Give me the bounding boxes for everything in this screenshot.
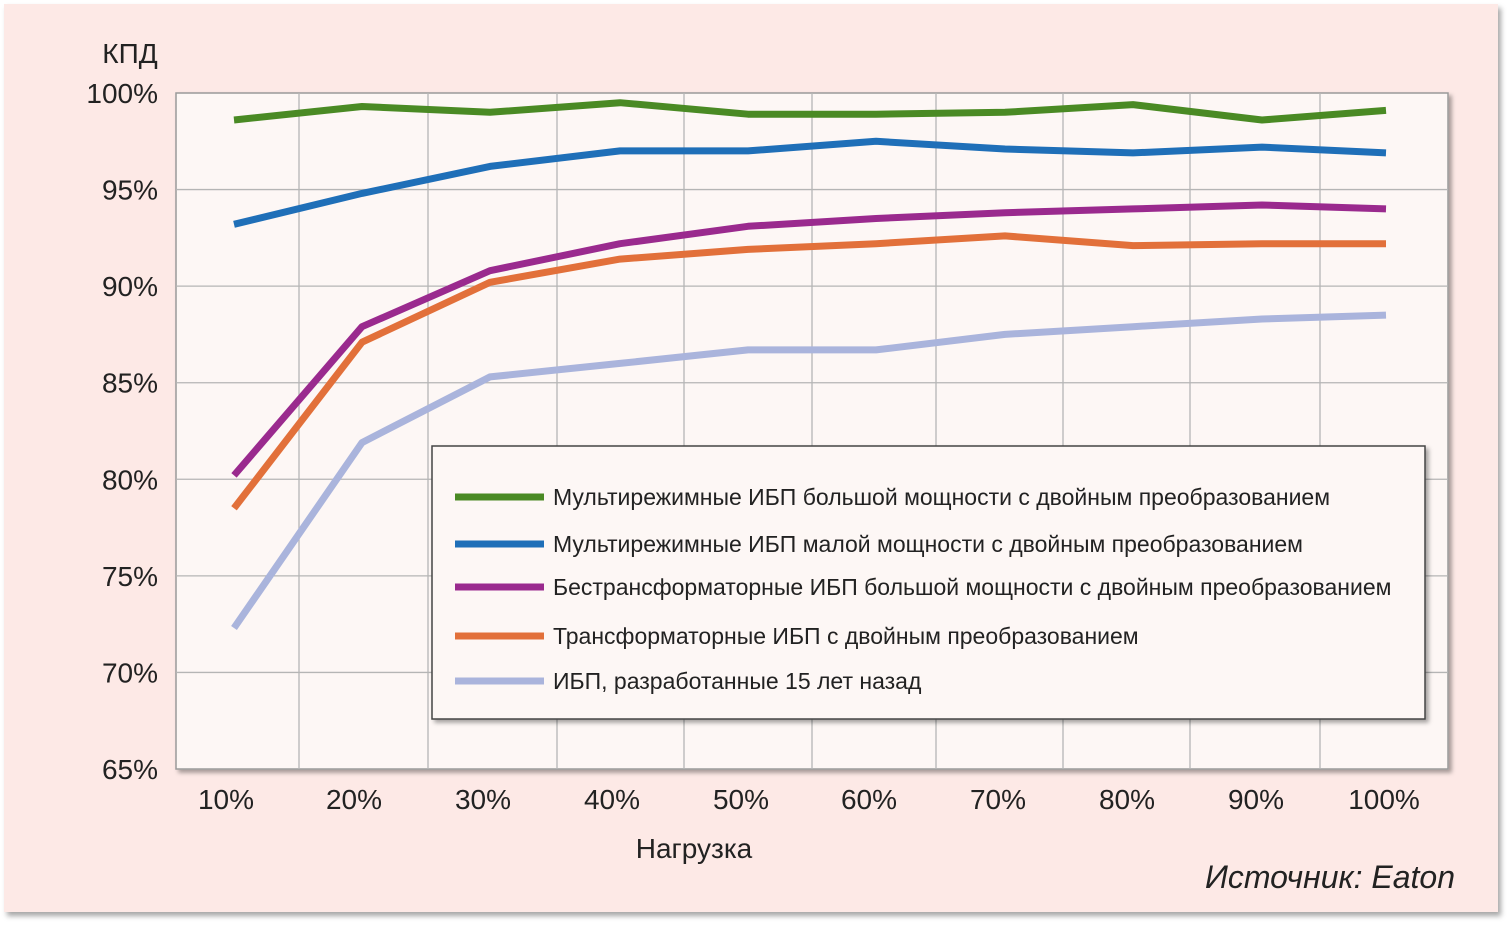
y-tick-label: 90% (102, 271, 158, 302)
x-tick-label: 60% (841, 784, 897, 815)
x-tick-label: 20% (326, 784, 382, 815)
x-tick-label: 50% (713, 784, 769, 815)
x-tick-label: 80% (1099, 784, 1155, 815)
y-tick-label: 85% (102, 368, 158, 399)
y-tick-label: 70% (102, 657, 158, 688)
x-tick-label: 40% (584, 784, 640, 815)
series-line (231, 232, 1386, 511)
legend-label: Бестрансформаторные ИБП большой мощности… (553, 574, 1391, 600)
y-tick-labels: 65% 70% 75% 80% 85% 90% 95% 100% (86, 78, 158, 785)
x-tick-label: 90% (1228, 784, 1284, 815)
series-line (231, 311, 1387, 630)
legend-label: Мультирежимные ИБП большой мощности с дв… (553, 484, 1330, 510)
series-lines (231, 99, 1387, 630)
series-line (233, 99, 1387, 124)
y-tick-label: 80% (102, 464, 158, 495)
series-line (231, 201, 1387, 478)
x-tick-label: 30% (455, 784, 511, 815)
y-tick-label: 65% (102, 754, 158, 785)
source-note: Источник: Eaton (1205, 859, 1455, 895)
legend: Мультирежимные ИБП большой мощности с дв… (431, 445, 1426, 720)
legend-label: Трансформаторные ИБП с двойным преобразо… (553, 623, 1139, 649)
x-tick-label: 70% (970, 784, 1026, 815)
legend-label: Мультирежимные ИБП малой мощности с двой… (553, 531, 1303, 557)
y-tick-label: 95% (102, 175, 158, 206)
x-tick-label: 100% (1348, 784, 1420, 815)
x-tick-labels: 10% 20% 30% 40% 50% 60% 70% 80% 90% 100% (198, 784, 1420, 815)
y-axis-title: КПД (102, 38, 157, 69)
legend-box (431, 445, 1426, 720)
legend-label: ИБП, разработанные 15 лет назад (553, 668, 922, 694)
x-axis-title: Нагрузка (636, 833, 753, 864)
series-line (233, 137, 1387, 228)
y-tick-label: 100% (86, 78, 158, 109)
x-tick-label: 10% (198, 784, 254, 815)
y-tick-label: 75% (102, 561, 158, 592)
